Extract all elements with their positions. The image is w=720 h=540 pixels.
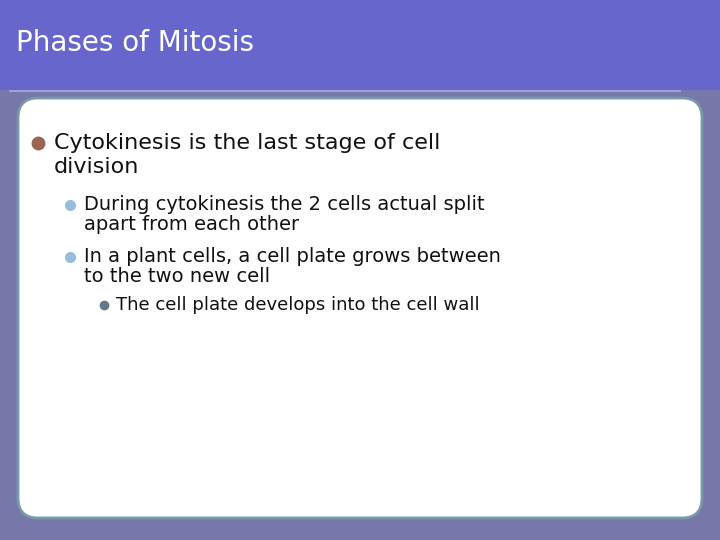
Text: Phases of Mitosis: Phases of Mitosis xyxy=(16,29,254,57)
Text: In a plant cells, a cell plate grows between: In a plant cells, a cell plate grows bet… xyxy=(84,247,501,267)
Text: Cytokinesis is the last stage of cell: Cytokinesis is the last stage of cell xyxy=(54,133,441,153)
FancyBboxPatch shape xyxy=(18,98,702,518)
Text: During cytokinesis the 2 cells actual split: During cytokinesis the 2 cells actual sp… xyxy=(84,195,485,214)
Text: apart from each other: apart from each other xyxy=(84,215,299,234)
Text: to the two new cell: to the two new cell xyxy=(84,267,270,287)
Text: The cell plate develops into the cell wall: The cell plate develops into the cell wa… xyxy=(116,296,480,314)
Text: division: division xyxy=(54,157,140,177)
FancyBboxPatch shape xyxy=(0,0,720,90)
